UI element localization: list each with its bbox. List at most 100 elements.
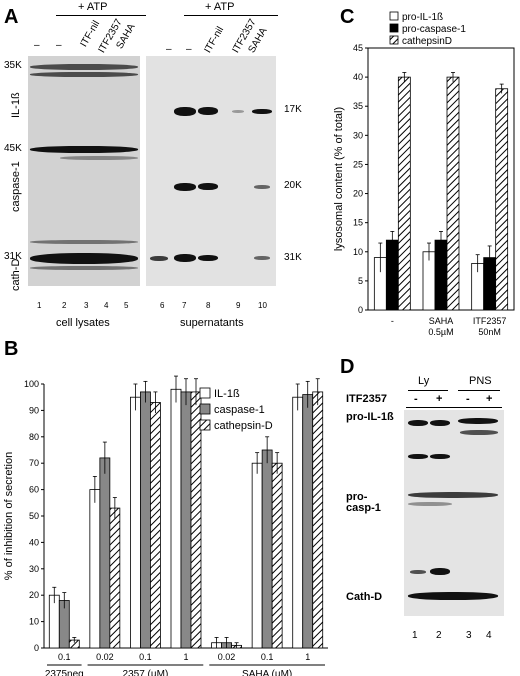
band — [430, 420, 450, 426]
chart-b: 0 10 20 30 40 50 60 70 80 90 100 % of inhibition of… — [3, 375, 328, 676]
band — [30, 266, 138, 270]
x-tick-label: 0.1 — [58, 652, 71, 662]
legend-swatch — [199, 387, 211, 399]
y-tick-label: 40 — [353, 72, 363, 82]
bar — [271, 462, 283, 649]
blot-cell-lysates — [28, 56, 140, 286]
band — [408, 502, 452, 506]
y-tick-label: 30 — [353, 130, 363, 140]
x-tick-label: SAHA — [429, 316, 454, 326]
lane-number: 3 — [466, 630, 472, 641]
bracket-line — [408, 390, 448, 391]
lane-number: 6 — [160, 301, 165, 310]
bar — [434, 239, 448, 311]
band — [150, 256, 168, 261]
legend-label: pro-caspase-1 — [402, 24, 466, 35]
group-label: 2375neg — [45, 669, 84, 676]
row-label-il1b: IL-1ß — [10, 92, 22, 118]
atp-label-right: + ATP — [205, 1, 235, 13]
y-tick-label: 70 — [29, 458, 39, 468]
mw-marker: 45K — [4, 143, 22, 154]
legend-swatch — [199, 403, 211, 415]
row-label-cathd: cath-D — [10, 258, 22, 291]
lane-number: 2 — [436, 630, 442, 641]
band — [30, 64, 138, 70]
row-label-pro-casp1: pro-casp-1 — [346, 491, 381, 514]
ly-header: Ly — [418, 375, 430, 387]
band — [174, 183, 196, 191]
bar — [180, 391, 192, 649]
x-tick-label: 0.5µM — [428, 327, 453, 337]
lane-number: 2 — [62, 301, 67, 310]
mw-marker: 35K — [4, 60, 22, 71]
mw-marker: 31K — [284, 252, 302, 263]
group-label: SAHA (µM) — [242, 669, 292, 676]
lane-number: 3 — [84, 301, 89, 310]
y-tick-label: 0 — [34, 643, 39, 653]
atp-line-right — [184, 15, 278, 16]
x-tick-label: 0.1 — [139, 652, 152, 662]
band — [408, 420, 428, 426]
band — [60, 156, 138, 160]
row-label-caspase: caspase-1 — [10, 161, 22, 212]
lane-number: 7 — [182, 301, 187, 310]
band — [232, 110, 244, 113]
y-tick-label: 35 — [353, 101, 363, 111]
band — [408, 492, 498, 498]
band — [174, 107, 196, 116]
bar — [140, 391, 151, 649]
band — [254, 185, 270, 189]
bar — [312, 391, 324, 649]
lane-number: 10 — [258, 301, 267, 310]
lane-number: 4 — [486, 630, 492, 641]
y-tick-label: 50 — [29, 511, 39, 521]
panel-b-letter: B — [4, 338, 19, 360]
lane-header: – — [166, 44, 172, 55]
lane-number: 1 — [412, 630, 418, 641]
x-tick-label: 50nM — [478, 327, 501, 337]
bar — [150, 402, 161, 649]
y-axis-label: lysosomal content (% of total) — [333, 107, 345, 251]
bar — [251, 462, 263, 649]
y-tick-label: 10 — [353, 247, 363, 257]
panel-a-letter: A — [4, 6, 19, 28]
y-tick-label: 45 — [353, 43, 363, 53]
band — [30, 146, 138, 153]
legend-label: cathepsin-D — [214, 420, 273, 432]
bar — [89, 489, 101, 649]
bar — [446, 76, 460, 311]
y-tick-label: 30 — [29, 564, 39, 574]
band — [198, 255, 218, 261]
x-tick-label: ITF2357 — [473, 316, 507, 326]
band — [410, 570, 426, 574]
legend-label: pro-IL-1ß — [402, 12, 443, 23]
bar — [99, 457, 111, 649]
sign: + — [486, 393, 493, 405]
legend-label: caspase-1 — [214, 404, 265, 416]
bar — [397, 76, 411, 311]
legend-label: cathepsinD — [402, 36, 452, 47]
band — [408, 454, 428, 459]
mw-marker: 17K — [284, 104, 302, 115]
band — [460, 430, 498, 435]
sign-underline — [406, 407, 502, 408]
legend-swatch — [199, 419, 211, 431]
y-axis-label: % of inhibition of secretion — [3, 452, 15, 580]
bar — [130, 396, 141, 649]
x-tick-label: 1 — [305, 652, 310, 662]
lane-header: – — [56, 40, 62, 51]
band — [408, 592, 498, 600]
sign: + — [436, 393, 443, 405]
y-tick-label: 100 — [24, 379, 39, 389]
band — [30, 72, 138, 77]
band — [430, 454, 450, 459]
y-tick-label: 15 — [353, 218, 363, 228]
y-tick-label: 90 — [29, 405, 39, 415]
legend-swatch — [389, 11, 399, 21]
sign: - — [414, 393, 418, 405]
y-tick-label: 20 — [29, 590, 39, 600]
x-tick-label: 0.1 — [261, 652, 274, 662]
bar — [292, 396, 304, 649]
y-tick-label: 25 — [353, 159, 363, 169]
panel-c-letter: C — [340, 6, 355, 28]
